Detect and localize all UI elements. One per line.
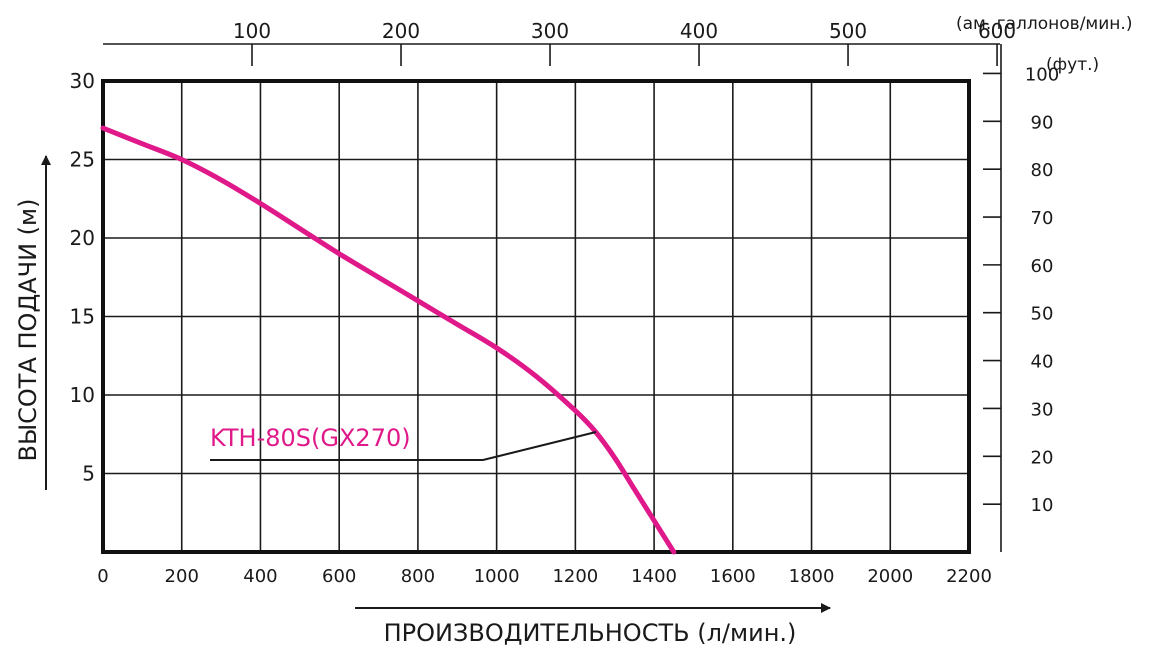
right-axis-tick-label: 70 (1031, 208, 1054, 229)
y-tick-label: 15 (70, 305, 95, 329)
y-tick-label: 30 (70, 69, 95, 93)
x-tick-label: 2200 (946, 566, 992, 587)
x-tick-label: 800 (401, 566, 435, 587)
right-axis-tick-label: 90 (1031, 112, 1054, 133)
right-axis-tick-label: 20 (1031, 447, 1054, 468)
grid (103, 81, 969, 552)
x-axis-ticks: 0 200 400 600 800 1000 1200 1400 1600 1800 2000 220… (97, 566, 992, 587)
y-tick-label: 5 (82, 462, 95, 486)
series-line (100, 125, 677, 555)
y-tick-label: 10 (70, 383, 95, 407)
top-axis-tick-label: 500 (829, 19, 867, 43)
right-axis-tick-label: 60 (1031, 256, 1054, 277)
right-axis-unit-label: (фут.) (1046, 55, 1099, 75)
x-tick-label: 1400 (631, 566, 677, 587)
right-axis-tick-label: 100 (1025, 64, 1059, 85)
x-tick-label: 400 (243, 566, 277, 587)
series-label-leader (210, 431, 597, 461)
series-label: KTH-80S(GX270) (210, 424, 411, 452)
x-tick-label: 1200 (552, 566, 598, 587)
top-axis-tick-label: 200 (382, 19, 420, 43)
plot-area-frame (101, 79, 971, 554)
right-axis-tick-label: 40 (1031, 352, 1054, 373)
top-axis-gpm: 100 200 300 400 500 600 (103, 19, 1016, 66)
right-axis-tick-label: 10 (1031, 495, 1054, 516)
x-tick-label: 1800 (789, 566, 835, 587)
series-layer: KTH-80S(GX270) (100, 125, 677, 555)
x-tick-label: 2000 (867, 566, 913, 587)
top-axis-unit-label: (ам. галлонов/мин.) (956, 14, 1132, 34)
right-axis-tick-label: 30 (1031, 399, 1054, 420)
top-axis-tick-label: 400 (680, 19, 718, 43)
x-tick-label: 1000 (474, 566, 520, 587)
right-axis-tick-label: 80 (1031, 160, 1054, 181)
x-tick-label: 600 (322, 566, 356, 587)
right-axis-feet: 10 20 30 40 50 60 70 80 90 100 (983, 44, 1059, 552)
top-axis-tick-label: 600 (978, 19, 1016, 43)
x-tick-label: 0 (97, 566, 108, 587)
y-tick-label: 25 (70, 148, 95, 172)
x-tick-label: 200 (165, 566, 199, 587)
plot-border (101, 79, 971, 554)
top-axis-tick-label: 300 (531, 19, 569, 43)
right-axis-tick-label: 50 (1031, 304, 1054, 325)
x-tick-label: 1600 (710, 566, 756, 587)
y-tick-label: 20 (70, 226, 95, 250)
y-axis-ticks: 5 10 15 20 25 30 (70, 69, 95, 486)
x-axis-title: ПРОИЗВОДИТЕЛЬНОСТЬ (л/мин.) (384, 619, 797, 645)
y-axis-title: ВЫСОТА ПОДАЧИ (м) (14, 199, 42, 462)
top-axis-tick-label: 100 (233, 19, 271, 43)
